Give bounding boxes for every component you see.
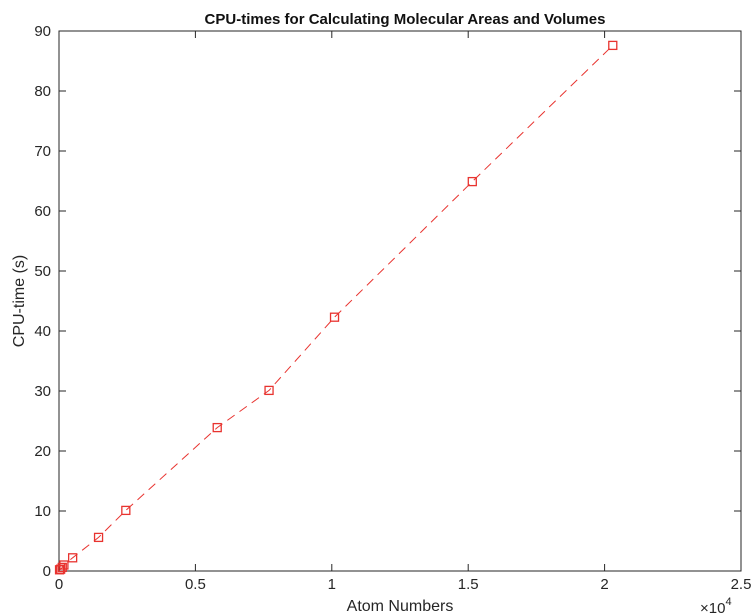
data-point-marker [121, 505, 131, 516]
x-tick-label: 1.5 [458, 576, 479, 593]
data-point-marker [467, 176, 477, 187]
y-tick-label: 90 [34, 23, 51, 40]
data-point-marker [329, 312, 340, 322]
series-layer [54, 40, 618, 575]
axes-layer: 0 0.5 1 1.5 2 2.5 0 10 20 30 40 50 60 70 80 90 [34, 23, 751, 593]
data-point-marker [67, 553, 78, 563]
x-tick-label: 2.5 [731, 576, 752, 593]
y-tick-label: 20 [34, 443, 51, 460]
series-line [59, 45, 614, 571]
data-point-marker [212, 422, 222, 433]
data-point-marker [57, 562, 67, 573]
x-axis-label: Atom Numbers [347, 598, 454, 615]
data-point-marker [608, 40, 618, 51]
y-tick-label: 70 [34, 143, 51, 160]
y-tick-label: 10 [34, 503, 51, 520]
x-tick-label: 0 [55, 576, 63, 593]
data-point-marker [93, 532, 104, 543]
y-tick-label: 0 [43, 563, 51, 580]
plot-area [58, 30, 742, 572]
y-tick-label: 40 [34, 323, 51, 340]
y-tick-label: 60 [34, 203, 51, 220]
x-axis-exponent-base: ×10 [700, 600, 725, 616]
x-tick-label: 2 [600, 576, 608, 593]
data-point-marker [59, 560, 69, 570]
y-tick-label: 50 [34, 263, 51, 280]
y-axis-label: CPU-time (s) [11, 255, 28, 347]
x-tick-label: 1 [328, 576, 336, 593]
x-tick-label: 0.5 [185, 576, 206, 593]
x-axis-exponent: ×104 [700, 596, 732, 616]
y-tick-label: 80 [34, 83, 51, 100]
y-tick-label: 30 [34, 383, 51, 400]
chart-title: CPU-times for Calculating Molecular Area… [205, 11, 606, 28]
data-point-marker [264, 385, 274, 396]
x-axis-exponent-power: 4 [725, 596, 731, 608]
